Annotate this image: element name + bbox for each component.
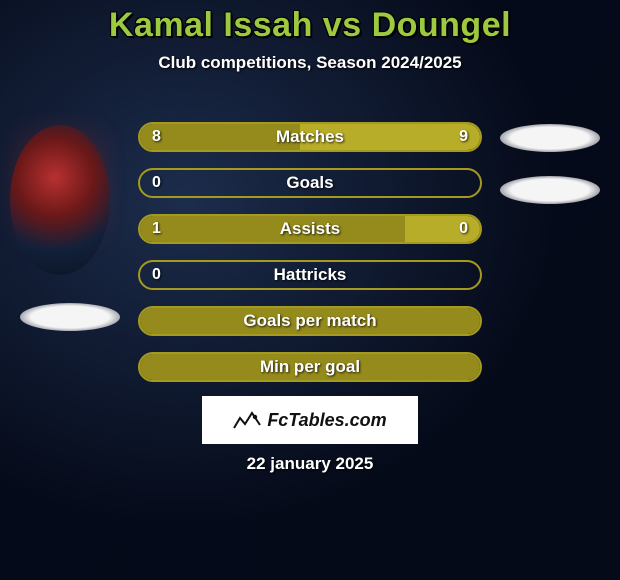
- stat-bar-row: Goals per match: [138, 306, 482, 336]
- stat-bar-row: Min per goal: [138, 352, 482, 382]
- fctables-icon: [233, 410, 261, 430]
- avatar-shadow-right-1: [500, 124, 600, 152]
- date-label: 22 january 2025: [0, 454, 620, 474]
- source-logo: FcTables.com: [202, 396, 418, 444]
- stat-bar-row: 0Goals: [138, 168, 482, 198]
- bar-label: Min per goal: [140, 354, 480, 380]
- avatar-shadow-right-2: [500, 176, 600, 204]
- logo-text: FcTables.com: [267, 410, 386, 431]
- stat-bar-row: 10Assists: [138, 214, 482, 244]
- bar-label: Assists: [140, 216, 480, 242]
- page-title: Kamal Issah vs Doungel: [0, 6, 620, 45]
- player-avatar-left: [10, 125, 110, 275]
- stat-bar-row: 89Matches: [138, 122, 482, 152]
- header: Kamal Issah vs Doungel Club competitions…: [0, 0, 620, 73]
- stat-bars: 89Matches 0Goals 10Assists 0Hattricks Goals …: [138, 122, 482, 398]
- subtitle: Club competitions, Season 2024/2025: [0, 53, 620, 73]
- avatar-image-placeholder: [10, 125, 110, 275]
- bar-label: Goals: [140, 170, 480, 196]
- stat-bar-row: 0Hattricks: [138, 260, 482, 290]
- bar-label: Hattricks: [140, 262, 480, 288]
- bar-label: Matches: [140, 124, 480, 150]
- avatar-shadow-left: [20, 303, 120, 331]
- bar-label: Goals per match: [140, 308, 480, 334]
